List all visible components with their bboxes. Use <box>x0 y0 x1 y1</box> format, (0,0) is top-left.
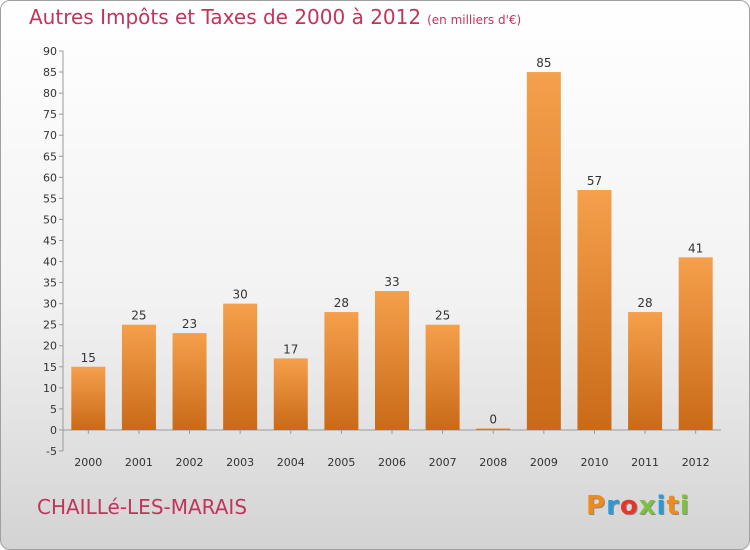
y-tick-label: 90 <box>43 45 57 58</box>
title-text: Autres Impôts et Taxes de 2000 à 2012 <box>29 5 422 29</box>
data-label-2005: 28 <box>334 296 349 310</box>
y-tick-label: 5 <box>50 403 57 416</box>
y-tick-label: 15 <box>43 361 57 374</box>
bar-2007 <box>425 324 460 430</box>
x-tick-label: 2006 <box>378 456 406 469</box>
x-tick-label: 2010 <box>580 456 608 469</box>
y-tick-label: 65 <box>43 150 57 163</box>
bar-2001 <box>121 324 156 430</box>
y-tick-label: 45 <box>43 234 57 247</box>
bar-2004 <box>273 358 308 430</box>
x-tick-label: 2009 <box>530 456 558 469</box>
bar-2003 <box>223 303 258 430</box>
bar-2002 <box>172 333 207 430</box>
data-labels: 15 25 23 30 17 28 33 25 0 85 57 28 41 <box>81 56 704 426</box>
data-label-2001: 25 <box>131 309 146 323</box>
data-label-2006: 33 <box>384 275 399 289</box>
bar-2006 <box>375 291 409 430</box>
bar-2008 <box>476 428 511 430</box>
data-label-2012: 41 <box>688 241 703 255</box>
data-label-2002: 23 <box>182 317 197 331</box>
bar-2005 <box>324 312 359 430</box>
y-tick-label: 75 <box>43 108 57 121</box>
location-label: CHAILLé-LES-MARAIS <box>37 495 248 519</box>
data-label-2000: 15 <box>81 351 96 365</box>
y-tick-label: 85 <box>43 66 57 79</box>
y-tick-label: 50 <box>43 213 57 226</box>
y-tick-label: 80 <box>43 87 57 100</box>
data-label-2009: 85 <box>536 56 551 70</box>
bar-2010 <box>577 189 612 430</box>
y-tick-label: 70 <box>43 129 57 142</box>
bars <box>71 72 713 430</box>
axes: -5 0 5 10 15 20 25 30 35 40 45 50 55 60 65 70 75 80 85 90 20… <box>43 45 721 469</box>
data-label-2008: 0 <box>489 412 497 426</box>
y-tick-label: 30 <box>43 298 57 311</box>
y-tick-label: 0 <box>50 424 57 437</box>
unit-label: (en milliers d'€) <box>427 13 522 27</box>
x-tick-label: 2011 <box>631 456 659 469</box>
data-label-2004: 17 <box>283 342 298 356</box>
logo-letter: r <box>606 491 620 521</box>
x-tick-label: 2002 <box>176 456 204 469</box>
bar-2000 <box>71 366 106 430</box>
x-tick-label: 2008 <box>479 456 507 469</box>
bar-2012 <box>678 257 713 430</box>
logo-letter: o <box>619 491 639 521</box>
y-tick-label: 55 <box>43 192 57 205</box>
logo-letter: x <box>638 491 657 521</box>
x-tick-label: 2012 <box>682 456 710 469</box>
x-tick-label: 2000 <box>74 456 102 469</box>
x-tick-label: 2007 <box>429 456 457 469</box>
bar-2011 <box>628 312 663 430</box>
data-label-2003: 30 <box>233 288 248 302</box>
y-tick-label: -5 <box>46 445 57 458</box>
logo-letter: t <box>666 491 680 521</box>
y-tick-label: 20 <box>43 340 57 353</box>
bar-2009 <box>526 72 561 430</box>
y-tick-label: 10 <box>43 382 57 395</box>
y-tick-label: 40 <box>43 256 57 269</box>
x-tick-label: 2004 <box>277 456 305 469</box>
data-label-2011: 28 <box>637 296 652 310</box>
y-tick-label: 35 <box>43 277 57 290</box>
logo-letter: P <box>586 491 607 521</box>
logo-letter: i <box>679 491 690 521</box>
x-tick-label: 2005 <box>327 456 355 469</box>
data-label-2007: 25 <box>435 309 450 323</box>
x-tick-label: 2003 <box>226 456 254 469</box>
y-tick-label: 60 <box>43 171 57 184</box>
x-tick-label: 2001 <box>125 456 153 469</box>
logo-letter: i <box>656 491 667 521</box>
data-label-2010: 57 <box>587 174 602 188</box>
chart-title: Autres Impôts et Taxes de 2000 à 2012 (en… <box>29 5 521 29</box>
proxiti-logo: Proxiti <box>586 491 690 521</box>
y-tick-label: 25 <box>43 319 57 332</box>
